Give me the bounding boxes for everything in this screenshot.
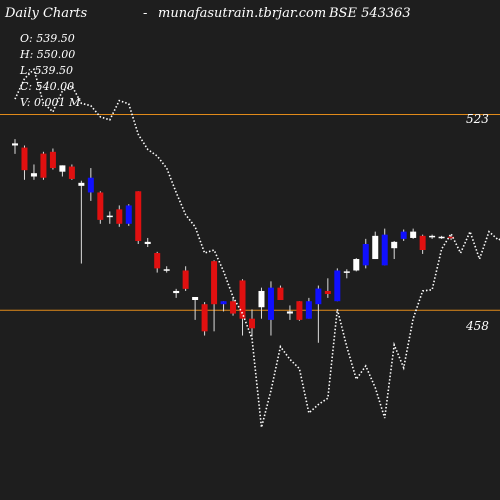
close-value: C: 540.00 [20,80,75,93]
candle-body [267,287,274,320]
candle-body [21,147,28,171]
candle-body [182,270,189,289]
open-value: O: 539.50 [20,32,75,45]
overlay-dotted-line [14,67,500,428]
low-value: L: 539.50 [20,64,73,77]
candle-body [315,288,322,305]
title-separator: - [143,6,148,21]
candle-body [12,143,18,146]
candle-body [78,182,85,186]
candle-body [97,192,104,220]
candle-body [173,290,180,294]
candle-body [154,253,161,269]
candle-body [220,301,227,305]
candle-body [286,311,293,314]
candle-body [334,270,341,302]
candle-body [324,290,331,294]
candle-body [49,151,56,169]
candle-body [201,304,208,332]
candle-body [192,296,199,300]
candle-body [144,241,151,244]
high-value: H: 550.00 [20,48,76,61]
candle-body [116,209,123,224]
candle-body [87,177,94,193]
candle-body [68,166,75,179]
candle-body [258,290,265,308]
candle-body [59,165,66,172]
level-label-upper: 523 [466,112,489,126]
candle-body [343,271,350,273]
candle-body [429,235,436,238]
candle-body [135,191,142,241]
candle-body [106,215,113,218]
chart-title: Daily Charts [5,6,88,21]
candle-body [448,236,455,239]
candle-body [353,259,360,271]
candle-body [400,231,407,239]
candle-body [381,234,388,266]
symbol-label: BSE 543363 [329,6,411,21]
candle-body [372,235,379,260]
candle-body [391,241,398,249]
candle-body [305,301,312,319]
candle-body [296,301,303,320]
volume-value: V: 0.001 M [20,96,81,109]
candle-body [410,231,417,238]
candle-body [40,153,47,178]
candle-body [362,243,369,266]
candle-body [239,280,246,319]
site-name: munafasutrain.tbrjar.com [158,6,327,21]
candle-body [125,205,132,224]
candle-body [249,318,255,329]
candle-body [438,236,445,239]
candle-body [277,287,284,300]
candle-body [30,173,37,177]
candle-body [230,301,237,314]
candle-body [211,261,218,305]
candle-body [163,269,170,271]
level-label-lower: 458 [466,319,489,333]
candle-body [419,235,426,250]
